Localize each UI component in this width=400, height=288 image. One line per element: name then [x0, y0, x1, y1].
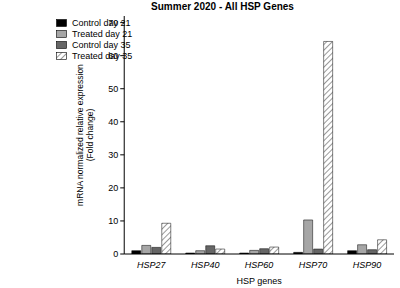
svg-text:50: 50 [108, 84, 118, 94]
svg-text:60: 60 [108, 51, 118, 61]
svg-text:30: 30 [108, 150, 118, 160]
svg-text:0: 0 [113, 249, 118, 259]
svg-text:HSP genes: HSP genes [236, 276, 282, 286]
svg-text:HSP27: HSP27 [137, 260, 167, 270]
svg-text:HSP70: HSP70 [299, 260, 328, 270]
svg-text:20: 20 [108, 183, 118, 193]
svg-text:70: 70 [108, 18, 118, 28]
svg-text:HSP90: HSP90 [353, 260, 382, 270]
svg-text:mRNA normalized relative expre: mRNA normalized relative expression(Fold… [75, 64, 95, 206]
svg-text:HSP40: HSP40 [191, 260, 220, 270]
svg-text:HSP60: HSP60 [245, 260, 274, 270]
svg-text:40: 40 [108, 117, 118, 127]
svg-text:10: 10 [108, 216, 118, 226]
